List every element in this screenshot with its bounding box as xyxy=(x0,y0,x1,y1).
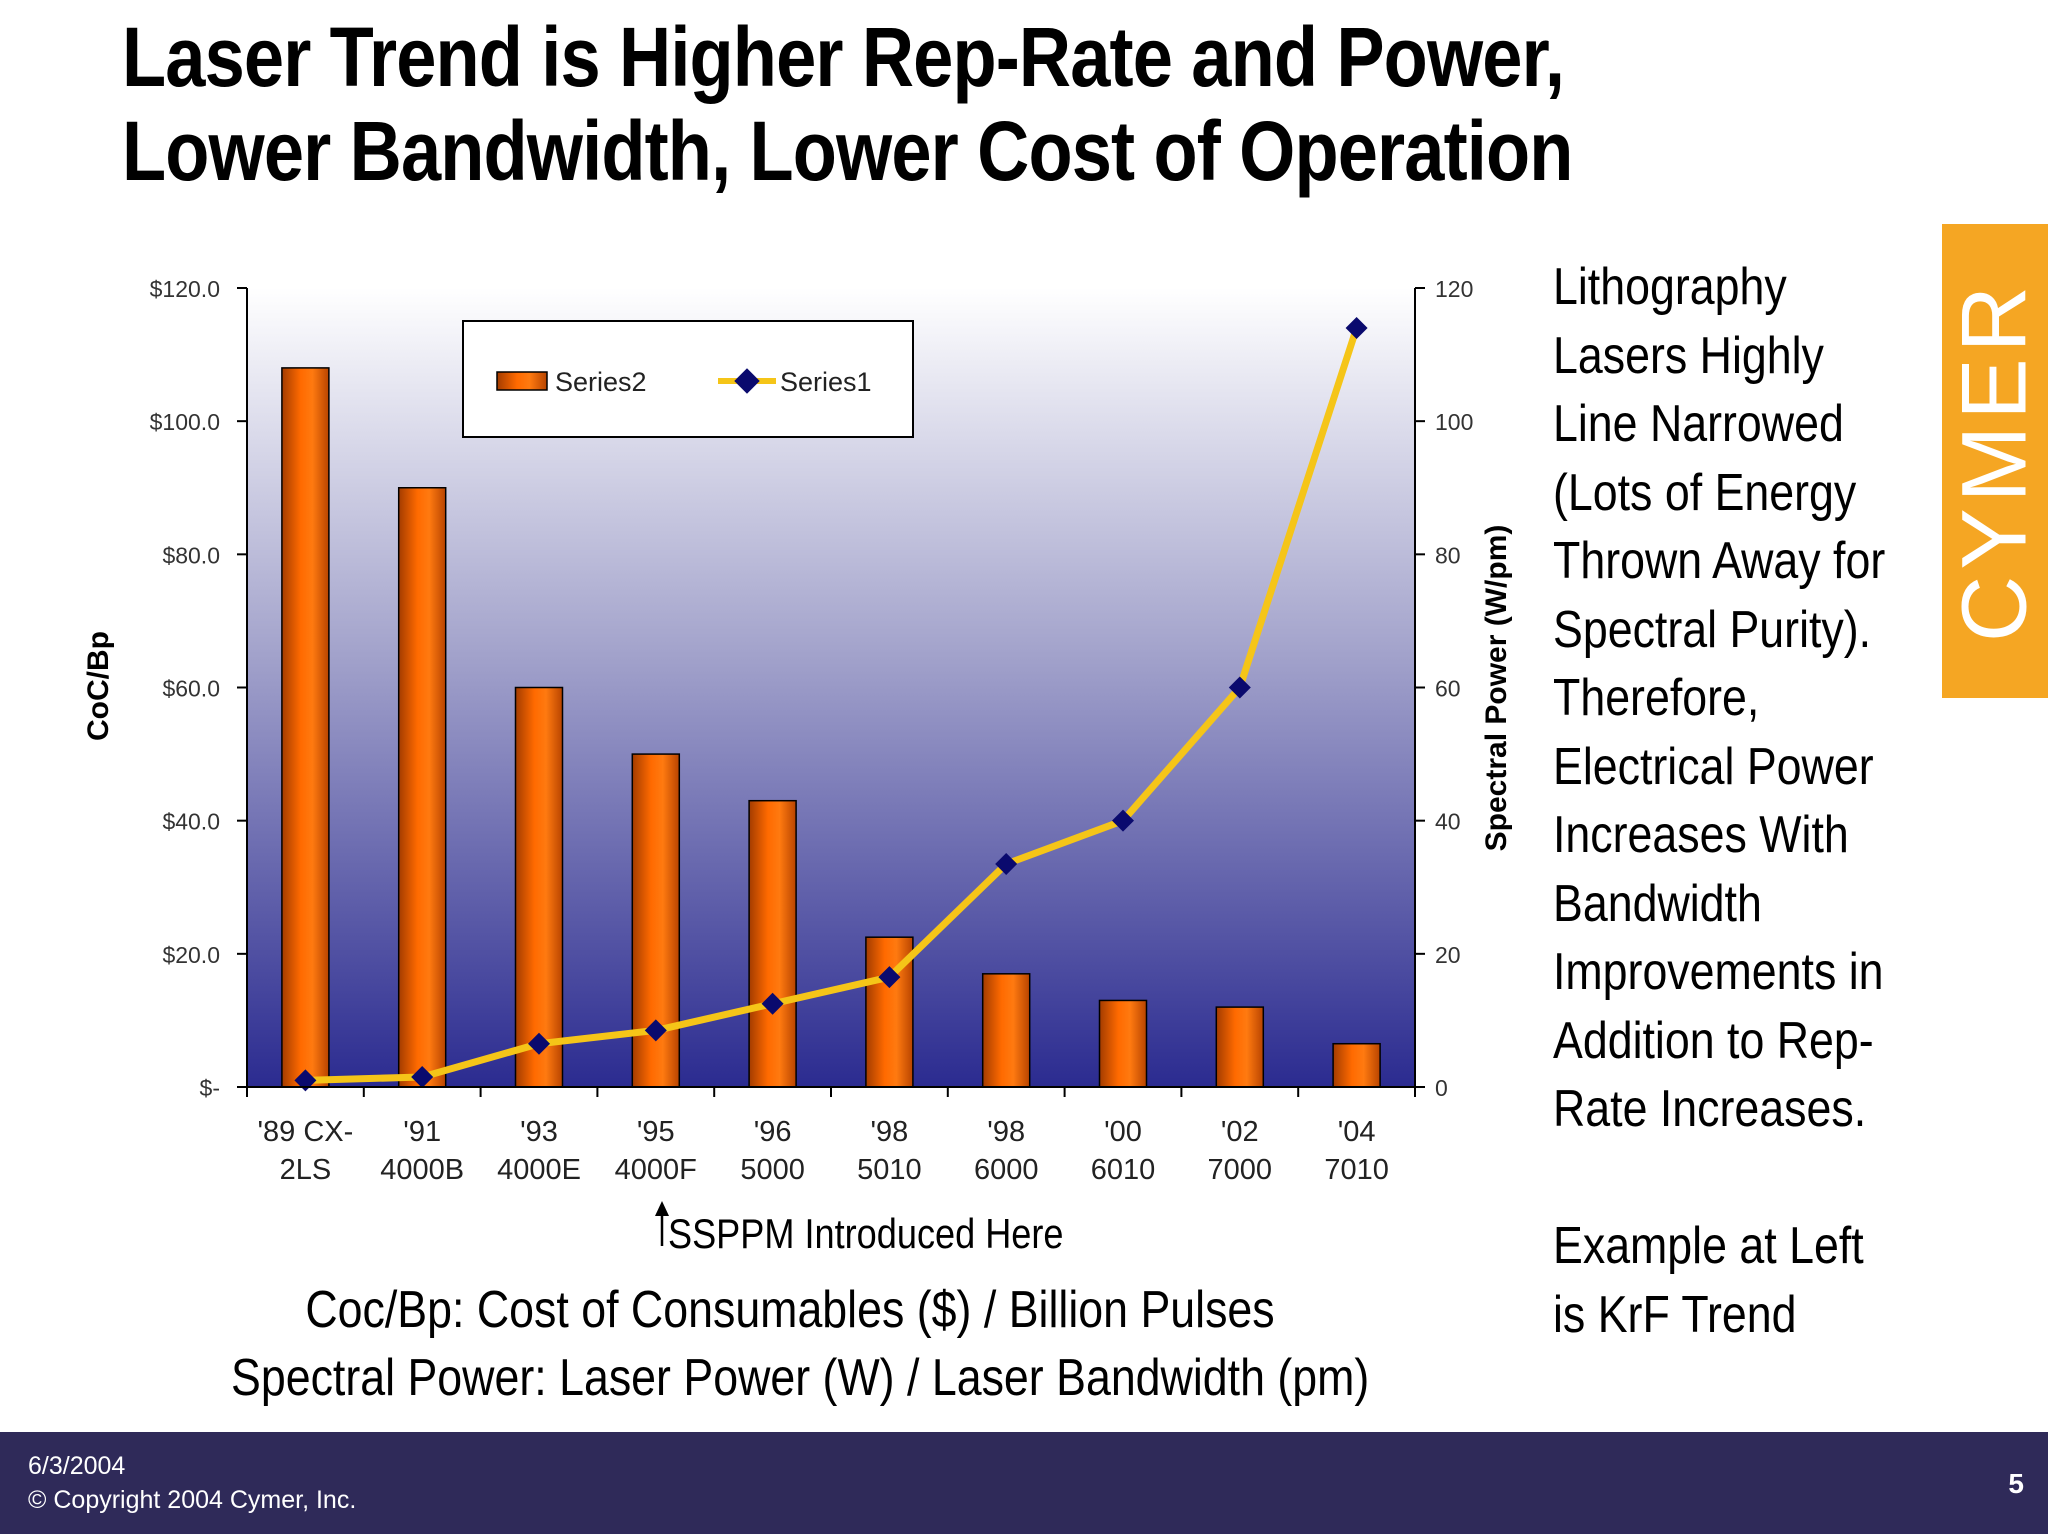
example-line: is KrF Trend xyxy=(1553,1285,1797,1344)
page-number: 5 xyxy=(2008,1468,2024,1499)
series1-point-0 xyxy=(294,1069,317,1092)
y2-tick-label: 20 xyxy=(1435,942,1461,968)
caption-cocbp: Coc/Bp: Cost of Consumables ($) / Billio… xyxy=(140,1276,1440,1344)
x-tick-label: '89 CX- xyxy=(258,1116,354,1148)
series1-point-2 xyxy=(528,1032,550,1055)
bar-7 xyxy=(1098,999,1148,1088)
example-line: Example at Left xyxy=(1553,1217,1864,1275)
x-tick-label: 4000F xyxy=(615,1154,697,1186)
logo-text: CYMER xyxy=(1943,279,2046,643)
side-text-line: Electrical Power xyxy=(1553,737,1874,796)
x-tick-label: '98 xyxy=(987,1116,1025,1148)
x-tick-label: 7000 xyxy=(1208,1154,1273,1186)
x-tick-label: 7010 xyxy=(1324,1154,1389,1186)
y-tick-label: $40.0 xyxy=(162,809,220,835)
y-tick-label: $60.0 xyxy=(162,676,220,702)
annotation-arrow xyxy=(655,1201,669,1246)
x-tick-label: '95 xyxy=(637,1116,675,1148)
y2-tick-label: 40 xyxy=(1435,809,1461,835)
side-text-line: Lithography xyxy=(1553,258,1787,316)
x-tick-label: 4000B xyxy=(380,1154,464,1186)
footer-date: 6/3/2004 xyxy=(28,1452,126,1480)
axes: $- $20.0 $40.0 $60.0 $80.0 $100.0 $120.0 0 20 40 6… xyxy=(150,276,1474,1186)
side-text-gap xyxy=(1553,1144,1957,1213)
legend-label-series2: Series2 xyxy=(555,367,647,397)
x-tick-label: '02 xyxy=(1221,1116,1259,1148)
title-line-2: Lower Bandwidth, Lower Cost of Operation xyxy=(122,104,1573,198)
side-text-line: Increases With xyxy=(1553,806,1849,864)
caption-line-1: Coc/Bp: Cost of Consumables ($) / Billio… xyxy=(305,1281,1275,1339)
side-text-line: Addition to Rep- xyxy=(1553,1011,1874,1070)
bar-1 xyxy=(397,487,447,1088)
series1-point-9 xyxy=(1345,316,1368,339)
y2-tick-label: 120 xyxy=(1435,276,1473,302)
legend-label-series1: Series1 xyxy=(780,367,872,397)
legend: Series2 Series1 xyxy=(462,320,914,438)
bar-8 xyxy=(1215,1006,1265,1088)
x-tick-label: '91 xyxy=(403,1116,441,1148)
side-text-line: Improvements in xyxy=(1553,943,1884,1001)
footer-copyright: © Copyright 2004 Cymer, Inc. xyxy=(28,1486,357,1514)
y2-axis-title: Spectral Power (W/pm) xyxy=(1480,525,1513,852)
side-text-line: Therefore, xyxy=(1553,669,1760,727)
y2-tick-label: 100 xyxy=(1435,409,1473,435)
x-tick-label: '93 xyxy=(520,1116,558,1148)
x-tick-label: 2LS xyxy=(280,1154,332,1186)
x-tick-label: 6000 xyxy=(974,1154,1039,1186)
y-axis-title: CoC/Bp xyxy=(82,631,115,741)
series1-line xyxy=(305,326,1360,1084)
x-tick-label: 6010 xyxy=(1091,1154,1156,1186)
side-text-line: Bandwidth xyxy=(1553,874,1762,933)
caption-line-2: Spectral Power: Laser Power (W) / Laser … xyxy=(231,1349,1370,1407)
side-text: Lithography Lasers Highly Line Narrowed … xyxy=(1553,253,2023,1349)
series1-point-8 xyxy=(1228,676,1251,699)
y-tick-label: $120.0 xyxy=(150,276,220,302)
y-tick-label: $100.0 xyxy=(150,409,220,435)
line-series xyxy=(294,316,1368,1092)
legend-marker-series1 xyxy=(734,368,760,394)
side-text-line: Rate Increases. xyxy=(1553,1080,1867,1138)
x-tick-label: '96 xyxy=(754,1116,792,1148)
side-text-line: Spectral Purity). xyxy=(1553,600,1872,659)
bar-2 xyxy=(514,686,564,1088)
caption-spectral: Spectral Power: Laser Power (W) / Laser … xyxy=(140,1344,1440,1412)
y2-tick-label: 80 xyxy=(1435,542,1461,568)
side-text-line: Line Narrowed xyxy=(1553,395,1844,453)
series1-point-6 xyxy=(995,852,1018,875)
legend-swatch-series2 xyxy=(496,371,548,391)
series1-point-5 xyxy=(878,966,901,989)
bar-9 xyxy=(1332,1042,1381,1088)
x-tick-label: '00 xyxy=(1104,1116,1142,1148)
side-text-line: (Lots of Energy xyxy=(1553,463,1857,522)
series1-point-3 xyxy=(644,1019,667,1042)
title-line-1: Laser Trend is Higher Rep-Rate and Power… xyxy=(122,10,1565,104)
bar-6 xyxy=(981,973,1031,1088)
footer-bar: 6/3/2004 © Copyright 2004 Cymer, Inc. 5 xyxy=(0,1432,2048,1534)
y2-tick-label: 60 xyxy=(1435,676,1461,702)
y-tick-label: $- xyxy=(200,1075,220,1101)
x-tick-label: 5010 xyxy=(857,1154,922,1186)
x-tick-label: 5000 xyxy=(740,1154,805,1186)
x-tick-label: '04 xyxy=(1338,1116,1376,1148)
x-tick-label: 4000E xyxy=(497,1154,581,1186)
side-text-line: Thrown Away for xyxy=(1553,532,1886,590)
series1-point-1 xyxy=(411,1066,434,1089)
bar-4 xyxy=(748,799,797,1088)
y-tick-label: $80.0 xyxy=(162,542,220,568)
series1-point-7 xyxy=(1112,809,1134,832)
side-text-line: Lasers Highly xyxy=(1553,326,1824,385)
y-tick-label: $20.0 xyxy=(162,942,220,968)
ssppm-annotation: SSPPM Introduced Here xyxy=(668,1210,1064,1257)
y2-tick-label: 0 xyxy=(1435,1075,1448,1101)
cymer-logo: CYMER xyxy=(1942,224,2048,698)
slide-title: Laser Trend is Higher Rep-Rate and Power… xyxy=(122,10,1822,198)
x-tick-label: '98 xyxy=(871,1116,909,1148)
series1-point-4 xyxy=(761,992,784,1015)
bar-0 xyxy=(281,367,330,1088)
